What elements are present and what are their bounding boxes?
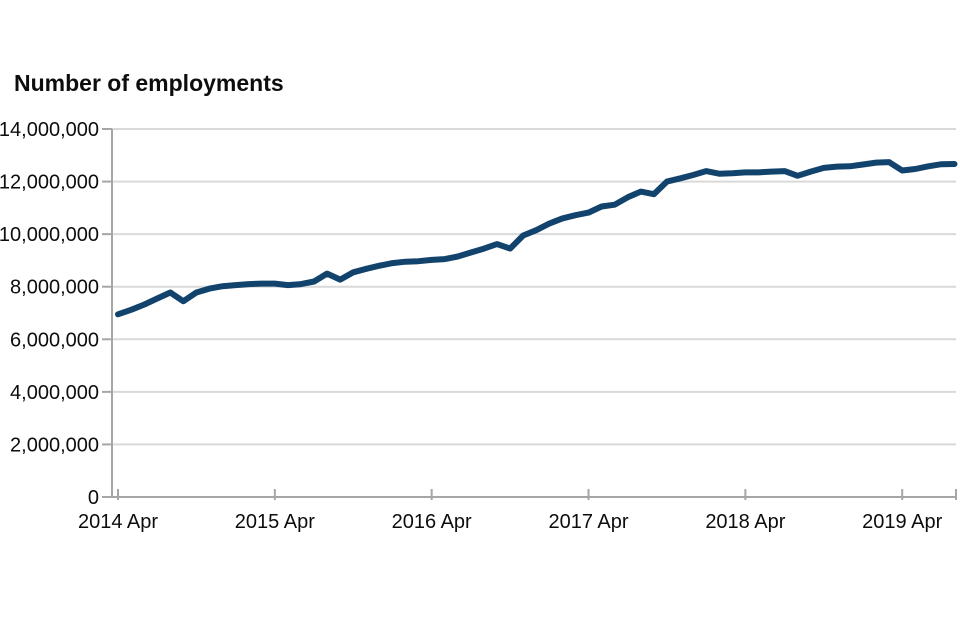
chart-title: Number of employments xyxy=(14,70,284,96)
x-tick-label: 2017 Apr xyxy=(548,511,628,533)
y-tick-label: 6,000,000 xyxy=(10,329,99,351)
y-tick-label: 14,000,000 xyxy=(0,119,99,141)
employments-series-line xyxy=(115,159,958,318)
y-tick-label: 2,000,000 xyxy=(10,434,99,456)
x-tick-label: 2015 Apr xyxy=(235,511,315,533)
x-tick-label: 2014 Apr xyxy=(78,511,158,533)
x-tick-label: 2016 Apr xyxy=(392,511,472,533)
y-tick-label: 12,000,000 xyxy=(0,172,99,194)
y-tick-label: 10,000,000 xyxy=(0,224,99,246)
x-tick-label: 2019 Apr xyxy=(862,511,942,533)
x-tick-label: 2018 Apr xyxy=(705,511,785,533)
y-tick-label: 8,000,000 xyxy=(10,277,99,299)
y-tick-label: 4,000,000 xyxy=(10,382,99,404)
y-tick-label: 0 xyxy=(88,487,99,509)
